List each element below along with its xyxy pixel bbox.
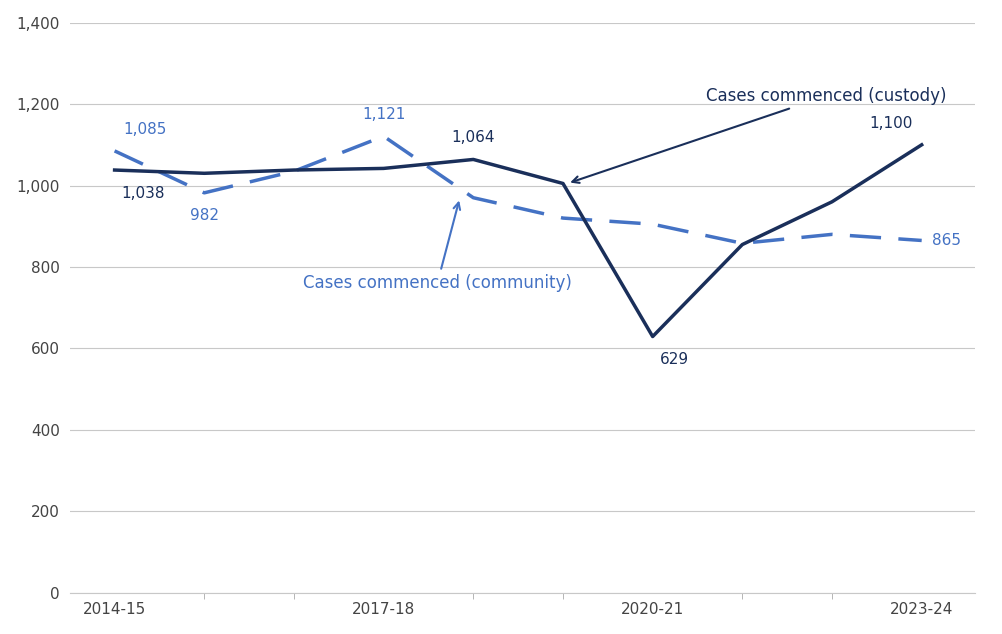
Text: 1,085: 1,085 (123, 122, 167, 137)
Text: 629: 629 (660, 352, 689, 367)
Text: 982: 982 (189, 209, 218, 223)
Text: Cases commenced (community): Cases commenced (community) (303, 203, 572, 292)
Text: 1,038: 1,038 (122, 186, 165, 200)
Text: 1,100: 1,100 (870, 115, 913, 131)
Text: 1,064: 1,064 (452, 130, 495, 145)
Text: 1,121: 1,121 (362, 107, 406, 122)
Text: 865: 865 (933, 233, 962, 248)
Text: Cases commenced (custody): Cases commenced (custody) (572, 87, 947, 183)
